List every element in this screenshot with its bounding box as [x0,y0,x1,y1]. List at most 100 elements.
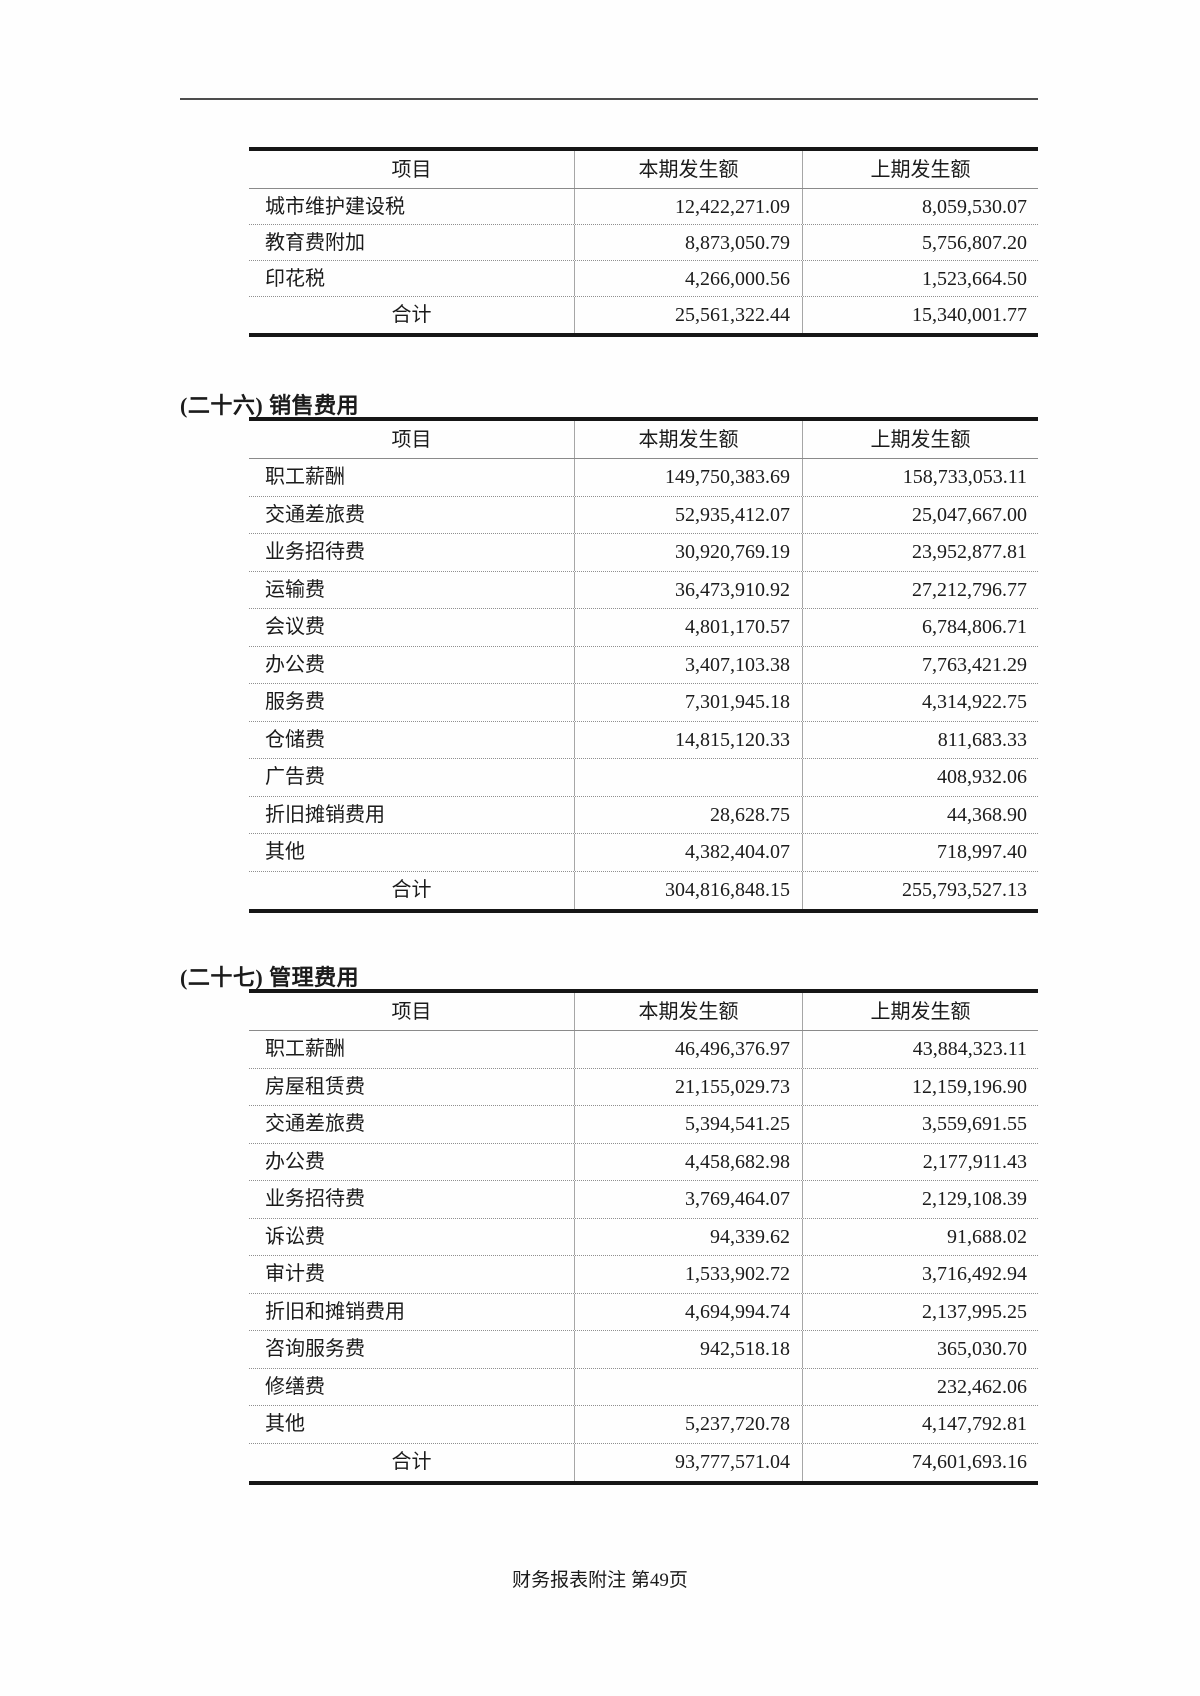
amount-cell: 2,137,995.25 [922,1300,1027,1323]
table-row: 仓储费 14,815,120.33 811,683.33 [249,721,1038,759]
item-label-cell: 交通差旅费 [249,496,575,533]
amount-cell: 3,559,691.55 [922,1113,1027,1136]
amount-cell [575,759,803,796]
taxes-and-surcharges-table: 项目 本期发生额 上期发生额 城市维护建设税 12,422,271.09 8,059,53… [249,147,1038,337]
item-label-cell: 折旧摊销费用 [249,796,575,833]
table-row: 印花税 4,266,000.56 1,523,664.50 [249,261,1038,297]
amount-cell: 43,884,323.11 [912,1038,1027,1061]
column-header: 项目 [249,421,575,458]
table-row: 咨询服务费 942,518.18 365,030.70 [249,1331,1038,1369]
amount-cell: 12,159,196.90 [912,1075,1027,1098]
column-header: 上期发生额 [870,158,971,181]
item-label-cell: 城市维护建设税 [249,189,575,224]
total-amount-cell: 74,601,693.16 [912,1451,1027,1474]
amount-cell: 7,301,945.18 [575,684,803,721]
selling-expenses-table: 项目 本期发生额 上期发生额 职工薪酬 149,750,383.69 158,733,05… [249,417,1038,913]
table-header-row: 项目 本期发生额 上期发生额 [249,421,1038,459]
amount-cell: 158,733,053.11 [902,466,1027,489]
item-label-cell: 服务费 [249,684,575,721]
item-label-cell: 运输费 [249,571,575,608]
page-header-rule [180,98,1038,100]
amount-cell: 36,473,910.92 [575,571,803,608]
amount-cell: 23,952,877.81 [912,541,1027,564]
item-label-cell: 交通差旅费 [249,1106,575,1143]
table-row: 诉讼费 94,339.62 91,688.02 [249,1218,1038,1256]
amount-cell: 30,920,769.19 [575,534,803,571]
amount-cell: 27,212,796.77 [912,578,1027,601]
amount-cell: 942,518.18 [575,1331,803,1368]
amount-cell: 94,339.62 [575,1218,803,1255]
column-header: 上期发生额 [870,1000,971,1023]
amount-cell: 12,422,271.09 [575,189,803,224]
table-header-row: 项目 本期发生额 上期发生额 [249,151,1038,189]
amount-cell: 44,368.90 [947,803,1027,826]
table-row: 交通差旅费 5,394,541.25 3,559,691.55 [249,1106,1038,1144]
table-row: 会议费 4,801,170.57 6,784,806.71 [249,609,1038,647]
column-header: 项目 [249,151,575,188]
item-label-cell: 办公费 [249,646,575,683]
total-label-cell: 合计 [249,297,575,333]
page-footer: 财务报表附注 第49页 [512,1570,688,1591]
amount-cell: 232,462.06 [937,1375,1027,1398]
amount-cell: 14,815,120.33 [575,721,803,758]
column-header: 上期发生额 [870,428,971,451]
amount-cell: 408,932.06 [937,766,1027,789]
amount-cell: 3,769,464.07 [575,1181,803,1218]
amount-cell: 1,523,664.50 [922,267,1027,290]
table-row: 修缮费 232,462.06 [249,1368,1038,1406]
column-header: 本期发生额 [575,421,803,458]
amount-cell: 365,030.70 [937,1338,1027,1361]
table-row: 广告费 408,932.06 [249,759,1038,797]
amount-cell: 6,784,806.71 [922,616,1027,639]
amount-cell: 4,147,792.81 [922,1413,1027,1436]
amount-cell: 149,750,383.69 [575,459,803,496]
table-row: 业务招待费 3,769,464.07 2,129,108.39 [249,1181,1038,1219]
total-amount-cell: 255,793,527.13 [902,879,1027,902]
amount-cell: 4,266,000.56 [575,261,803,296]
item-label-cell: 广告费 [249,759,575,796]
item-label-cell: 其他 [249,834,575,871]
table-row: 审计费 1,533,902.72 3,716,492.94 [249,1256,1038,1294]
amount-cell: 4,801,170.57 [575,609,803,646]
amount-cell: 4,458,682.98 [575,1143,803,1180]
total-amount-cell: 93,777,571.04 [575,1443,803,1481]
amount-cell: 8,059,530.07 [922,195,1027,218]
item-label-cell: 会议费 [249,609,575,646]
item-label-cell: 房屋租赁费 [249,1068,575,1105]
table-row: 折旧摊销费用 28,628.75 44,368.90 [249,796,1038,834]
item-label-cell: 修缮费 [249,1368,575,1405]
amount-cell: 52,935,412.07 [575,496,803,533]
amount-cell: 91,688.02 [947,1225,1027,1248]
item-label-cell: 职工薪酬 [249,1031,575,1068]
table-row: 办公费 4,458,682.98 2,177,911.43 [249,1143,1038,1181]
amount-cell: 1,533,902.72 [575,1256,803,1293]
amount-cell: 4,314,922.75 [922,691,1027,714]
column-header: 本期发生额 [575,993,803,1030]
amount-cell: 811,683.33 [937,728,1027,751]
item-label-cell: 折旧和摊销费用 [249,1293,575,1330]
amount-cell: 5,237,720.78 [575,1406,803,1443]
amount-cell: 718,997.40 [937,841,1027,864]
item-label-cell: 业务招待费 [249,534,575,571]
table-row: 职工薪酬 149,750,383.69 158,733,053.11 [249,459,1038,497]
item-label-cell: 其他 [249,1406,575,1443]
amount-cell: 7,763,421.29 [922,653,1027,676]
amount-cell: 3,716,492.94 [922,1263,1027,1286]
amount-cell: 5,756,807.20 [922,231,1027,254]
item-label-cell: 审计费 [249,1256,575,1293]
item-label-cell: 咨询服务费 [249,1331,575,1368]
amount-cell: 4,694,994.74 [575,1293,803,1330]
table-header-row: 项目 本期发生额 上期发生额 [249,993,1038,1031]
admin-expenses-table: 项目 本期发生额 上期发生额 职工薪酬 46,496,376.97 43,884,323.… [249,989,1038,1485]
item-label-cell: 仓储费 [249,721,575,758]
item-label-cell: 教育费附加 [249,225,575,260]
item-label-cell: 印花税 [249,261,575,296]
table-total-row: 合计 93,777,571.04 74,601,693.16 [249,1443,1038,1481]
amount-cell: 3,407,103.38 [575,646,803,683]
amount-cell: 21,155,029.73 [575,1068,803,1105]
table-row: 运输费 36,473,910.92 27,212,796.77 [249,571,1038,609]
item-label-cell: 办公费 [249,1143,575,1180]
table-row: 教育费附加 8,873,050.79 5,756,807.20 [249,225,1038,261]
total-amount-cell: 304,816,848.15 [575,871,803,909]
table-row: 其他 4,382,404.07 718,997.40 [249,834,1038,872]
